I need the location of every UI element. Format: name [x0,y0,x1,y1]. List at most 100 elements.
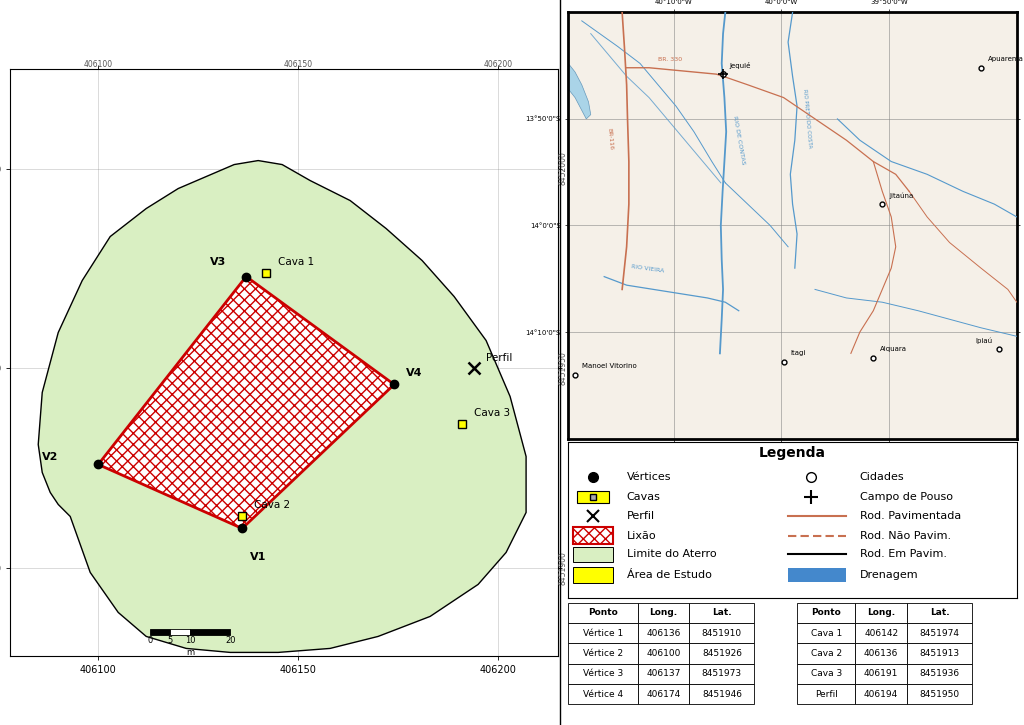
Text: Apuarema: Apuarema [988,57,1024,62]
Text: 406200: 406200 [483,59,513,69]
Text: Ipiaú: Ipiaú [975,337,992,344]
Text: Rod. Não Pavim.: Rod. Não Pavim. [860,531,951,541]
Bar [689,663,755,684]
Bar [572,567,613,583]
Bar [689,602,755,623]
Bar [788,568,847,581]
Text: V1: V1 [250,552,266,563]
Text: 8451926: 8451926 [701,649,742,658]
Text: 406100: 406100 [646,649,681,658]
Bar [855,663,907,684]
Text: Área de Estudo: Área de Estudo [627,570,712,580]
Bar [689,643,755,663]
Bar [568,602,638,623]
Bar [907,643,972,663]
Text: Itagi: Itagi [791,350,806,357]
Text: Perfil: Perfil [627,510,654,521]
Text: 20: 20 [225,637,236,645]
Text: Vértice 4: Vértice 4 [583,689,624,699]
Text: 8451946: 8451946 [701,689,742,699]
Bar [797,602,855,623]
Text: Limite do Aterro: Limite do Aterro [627,550,716,560]
Text: Cava 3: Cava 3 [474,408,510,418]
Text: Cidades: Cidades [860,471,904,481]
Text: 406150: 406150 [284,59,312,69]
Text: 8452000: 8452000 [558,152,567,186]
Bar [907,684,972,705]
Text: 406191: 406191 [864,669,898,679]
Bar [855,623,907,643]
Text: 8451913: 8451913 [920,649,959,658]
Text: Lat.: Lat. [930,608,949,617]
Text: Manoel Vitorino: Manoel Vitorino [582,363,637,369]
Bar [638,684,689,705]
Bar [568,663,638,684]
Text: Campo de Pouso: Campo de Pouso [860,492,953,502]
Text: 0: 0 [147,637,153,645]
Text: Ponto: Ponto [588,608,617,617]
Text: RIO VIEIRA: RIO VIEIRA [631,264,665,273]
Text: 406136: 406136 [864,649,898,658]
Text: BR-116: BR-116 [606,128,613,150]
Text: Ponto: Ponto [811,608,841,617]
Text: Cava 1: Cava 1 [279,257,314,267]
Text: 10: 10 [185,637,196,645]
Text: 406194: 406194 [864,689,898,699]
Bar [568,623,638,643]
Text: 8451973: 8451973 [701,669,742,679]
Text: Vértice 1: Vértice 1 [583,629,624,637]
Bar [907,623,972,643]
Text: Cava 2: Cava 2 [811,649,842,658]
Text: Cava 3: Cava 3 [811,669,842,679]
Text: V4: V4 [407,368,423,378]
Text: Perfil: Perfil [815,689,838,699]
Text: 8451936: 8451936 [920,669,959,679]
Bar [572,527,613,544]
Text: V3: V3 [210,257,226,267]
Text: 406136: 406136 [646,629,681,637]
Text: BR. 330: BR. 330 [658,57,682,62]
Bar [170,629,190,635]
Text: Cava 1: Cava 1 [811,629,842,637]
Text: Jitaúna: Jitaúna [889,192,913,199]
Bar [855,684,907,705]
Text: 8451974: 8451974 [920,629,959,637]
Text: RIO DE CONTAS: RIO DE CONTAS [732,115,745,165]
Polygon shape [38,160,526,652]
Bar [797,643,855,663]
Text: 406137: 406137 [646,669,681,679]
Bar [572,547,613,563]
Text: Drenagem: Drenagem [860,570,919,580]
Bar [907,663,972,684]
Text: Jequié: Jequié [730,62,752,69]
Bar [638,602,689,623]
Text: Long.: Long. [867,608,895,617]
Bar [190,629,230,635]
Bar [568,684,638,705]
Bar [797,623,855,643]
Text: Long.: Long. [649,608,678,617]
Bar [855,643,907,663]
Text: 406142: 406142 [864,629,898,637]
Bar [638,643,689,663]
Text: Aiquara: Aiquara [880,347,907,352]
Bar [797,663,855,684]
Text: Vértices: Vértices [627,471,671,481]
Text: 8451910: 8451910 [701,629,742,637]
Text: 8451950: 8451950 [558,352,567,386]
Polygon shape [98,276,394,529]
Text: Lixão: Lixão [627,531,656,541]
Text: 5: 5 [168,637,173,645]
Bar [638,623,689,643]
Text: Legenda: Legenda [759,446,826,460]
Bar [638,663,689,684]
Text: 8451950: 8451950 [920,689,959,699]
Text: V2: V2 [42,452,58,463]
Bar [568,643,638,663]
Text: Rod. Em Pavim.: Rod. Em Pavim. [860,550,947,560]
Polygon shape [568,64,591,119]
Bar [689,623,755,643]
Text: RIO PRETO DO COSTA: RIO PRETO DO COSTA [802,89,812,149]
Text: 8451900: 8451900 [558,552,567,585]
Text: 406100: 406100 [84,59,113,69]
